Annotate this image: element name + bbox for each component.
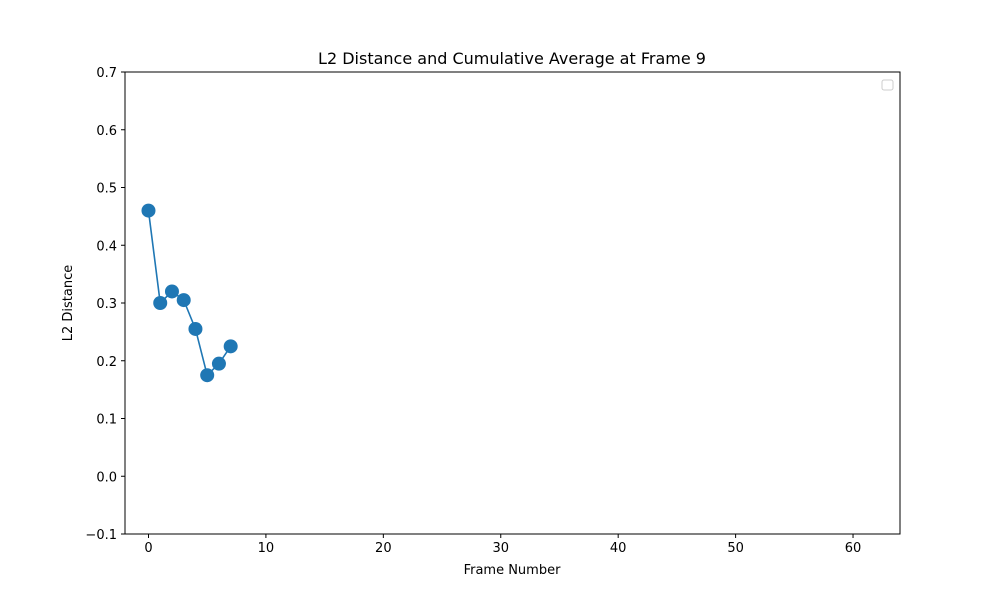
legend-box (881, 79, 894, 91)
x-tick-label: 30 (492, 541, 509, 556)
y-tick-label: 0.3 (96, 297, 117, 312)
data-point (211, 356, 226, 371)
x-tick-label: 50 (727, 541, 744, 556)
x-tick-label: 20 (375, 541, 392, 556)
x-tick-label: 60 (845, 541, 862, 556)
data-point (164, 284, 179, 299)
data-point (176, 293, 191, 308)
data-point (141, 203, 156, 218)
x-axis-label: Frame Number (464, 563, 562, 578)
data-point (200, 368, 215, 383)
y-tick-label: 0.5 (96, 182, 117, 197)
data-point (153, 296, 168, 310)
data-point (188, 321, 203, 336)
y-tick-label: 0.6 (96, 124, 117, 139)
data-point (223, 339, 238, 354)
y-tick-label: −0.1 (85, 528, 117, 543)
y-tick-label: 0.0 (96, 470, 117, 485)
y-tick-label: 0.7 (96, 66, 117, 81)
y-tick-label: 0.4 (96, 239, 117, 254)
plot-area (124, 71, 901, 535)
x-axis: 0 10 20 30 40 50 60 (144, 534, 861, 556)
series-layer (141, 203, 238, 383)
x-tick-label: 10 (258, 541, 275, 556)
y-tick-label: 0.1 (96, 413, 117, 428)
y-tick-label: 0.2 (96, 355, 117, 370)
y-axis: −0.1 0.0 0.1 0.2 0.3 0.4 0.5 0.6 0.7 (85, 66, 125, 543)
chart-title: L2 Distance and Cumulative Average at Fr… (318, 49, 706, 68)
x-tick-label: 40 (610, 541, 627, 556)
x-tick-label: 0 (144, 541, 152, 556)
y-axis-label: L2 Distance (61, 265, 76, 342)
